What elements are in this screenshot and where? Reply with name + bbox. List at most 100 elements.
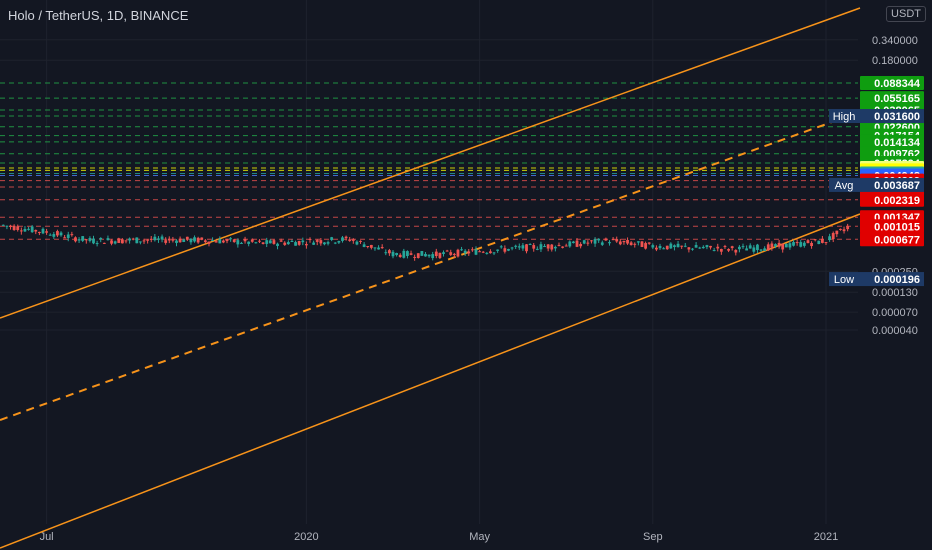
- candle-body: [261, 242, 265, 244]
- candle-body: [193, 237, 196, 242]
- candle-body: [131, 238, 135, 240]
- candle-body: [402, 250, 406, 258]
- candle-body: [532, 245, 536, 249]
- support-price-tag: 0.001015: [874, 221, 920, 233]
- candle-body: [196, 237, 200, 243]
- candle-body: [413, 256, 417, 258]
- candle-body: [730, 246, 734, 249]
- candle-body: [719, 248, 723, 252]
- candle-body: [102, 242, 106, 244]
- candle-body: [452, 253, 456, 255]
- candle-body: [774, 244, 777, 247]
- candle-body: [691, 248, 694, 250]
- candle-body: [240, 242, 243, 244]
- candle-body: [95, 243, 99, 245]
- avg-value: 0.003687: [874, 180, 920, 192]
- candle-body: [723, 246, 727, 248]
- support-price-tag: 0.002319: [874, 195, 920, 207]
- candle-body: [449, 252, 453, 255]
- channel-middle-line: [0, 111, 861, 421]
- y-tick-label: 0.000130: [872, 287, 918, 299]
- candle-body: [572, 241, 575, 244]
- avg-label-bg: [829, 177, 860, 192]
- low-value-bg: [860, 272, 924, 287]
- candle-body: [802, 242, 806, 246]
- candle-body: [662, 248, 666, 250]
- candle-body: [45, 231, 48, 233]
- candle-body: [842, 229, 846, 232]
- candle-body: [41, 228, 45, 234]
- candle-body: [470, 249, 474, 251]
- low-value: 0.000196: [874, 274, 920, 286]
- x-tick-label: Sep: [643, 531, 663, 543]
- low-label-bg: [829, 272, 860, 287]
- candle-body: [146, 239, 150, 241]
- resistance-price-tag: 0.014134: [874, 137, 921, 149]
- candle-body: [734, 250, 738, 253]
- candle-body: [820, 238, 824, 243]
- candle-body: [752, 247, 756, 252]
- candle-body: [658, 245, 662, 249]
- candle-body: [788, 243, 792, 248]
- candle-body: [113, 241, 117, 244]
- candle-body: [604, 238, 608, 241]
- candle-body: [546, 244, 550, 249]
- x-tick-label: May: [469, 531, 490, 543]
- candle-body: [362, 244, 366, 247]
- candle-body: [250, 239, 254, 242]
- candle-body: [846, 226, 850, 230]
- candle-body: [171, 239, 175, 241]
- candle-body: [153, 236, 157, 241]
- candle-body: [81, 236, 85, 241]
- candle-body: [66, 234, 70, 238]
- candle-body: [290, 241, 294, 243]
- candle-body: [185, 236, 189, 240]
- high-value-bg: [860, 109, 924, 124]
- candle-body: [831, 233, 835, 240]
- candle-body: [579, 243, 583, 247]
- candle-body: [229, 238, 233, 240]
- x-tick-label: Jul: [40, 531, 54, 543]
- candle-body: [489, 251, 492, 254]
- candle-body: [434, 251, 438, 257]
- low-label: Low: [834, 274, 854, 286]
- candle-body: [243, 239, 247, 242]
- candle-body: [590, 240, 593, 242]
- candle-body: [824, 242, 828, 244]
- candle-body: [214, 241, 218, 243]
- candle-body: [424, 253, 427, 257]
- candle-body: [406, 251, 409, 256]
- support-price-tag: 0.000677: [874, 234, 920, 246]
- currency-badge[interactable]: USDT: [886, 6, 926, 22]
- symbol-title[interactable]: Holo / TetherUS, 1D, BINANCE: [8, 8, 189, 23]
- candle-body: [597, 238, 601, 241]
- candle-body: [34, 229, 38, 232]
- candle-body: [272, 240, 276, 244]
- candle-body: [557, 244, 561, 246]
- candle-body: [380, 247, 384, 249]
- candle-body: [521, 245, 525, 249]
- candle-body: [286, 242, 290, 245]
- candle-body: [770, 243, 774, 248]
- candle-body: [543, 246, 546, 248]
- candle-body: [431, 254, 435, 259]
- candle-body: [344, 236, 348, 239]
- candle-body: [384, 252, 388, 254]
- candle-body: [276, 243, 279, 246]
- time-axis[interactable]: Jul2020MaySep2021MaySep2022May: [40, 531, 932, 543]
- candle-body: [673, 245, 676, 248]
- candle-body: [258, 240, 261, 242]
- candle-body: [420, 251, 424, 256]
- candle-body: [539, 244, 543, 250]
- candle-body: [330, 237, 334, 240]
- candle-body: [510, 247, 514, 249]
- price-channel[interactable]: [0, 7, 861, 549]
- candle-body: [149, 238, 153, 240]
- candle-body: [766, 244, 770, 251]
- candle-body: [48, 234, 52, 236]
- candle-body: [756, 244, 759, 251]
- candle-body: [395, 253, 399, 256]
- candle-body: [391, 251, 395, 257]
- y-tick-label: 0.000070: [872, 307, 918, 319]
